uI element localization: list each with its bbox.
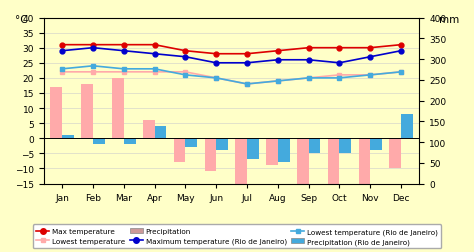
Bar (266, 139, 278, 166)
Bar (309, 139, 320, 154)
Bar (370, 139, 382, 151)
Bar (112, 79, 124, 139)
Bar (358, 139, 370, 184)
Y-axis label: °C: °C (15, 15, 27, 25)
Bar (124, 139, 136, 145)
Bar (247, 139, 259, 160)
Bar (389, 139, 401, 169)
Bar (204, 139, 216, 172)
Bar (216, 139, 228, 151)
Bar (93, 139, 105, 145)
Bar (328, 139, 339, 187)
Y-axis label: mm: mm (439, 15, 460, 25)
Bar (278, 139, 290, 163)
Bar (173, 139, 185, 163)
Legend: Max temperature, Lowest temperature, Precipitation, Maximum temperature (Rio de : Max temperature, Lowest temperature, Pre… (33, 225, 441, 248)
Bar (155, 127, 166, 139)
Bar (143, 121, 155, 139)
Bar (62, 136, 74, 139)
Bar (82, 85, 93, 139)
Bar (401, 115, 413, 139)
Bar (51, 88, 62, 139)
Bar (339, 139, 351, 154)
Bar (297, 139, 309, 187)
Bar (235, 139, 247, 184)
Bar (185, 139, 197, 148)
